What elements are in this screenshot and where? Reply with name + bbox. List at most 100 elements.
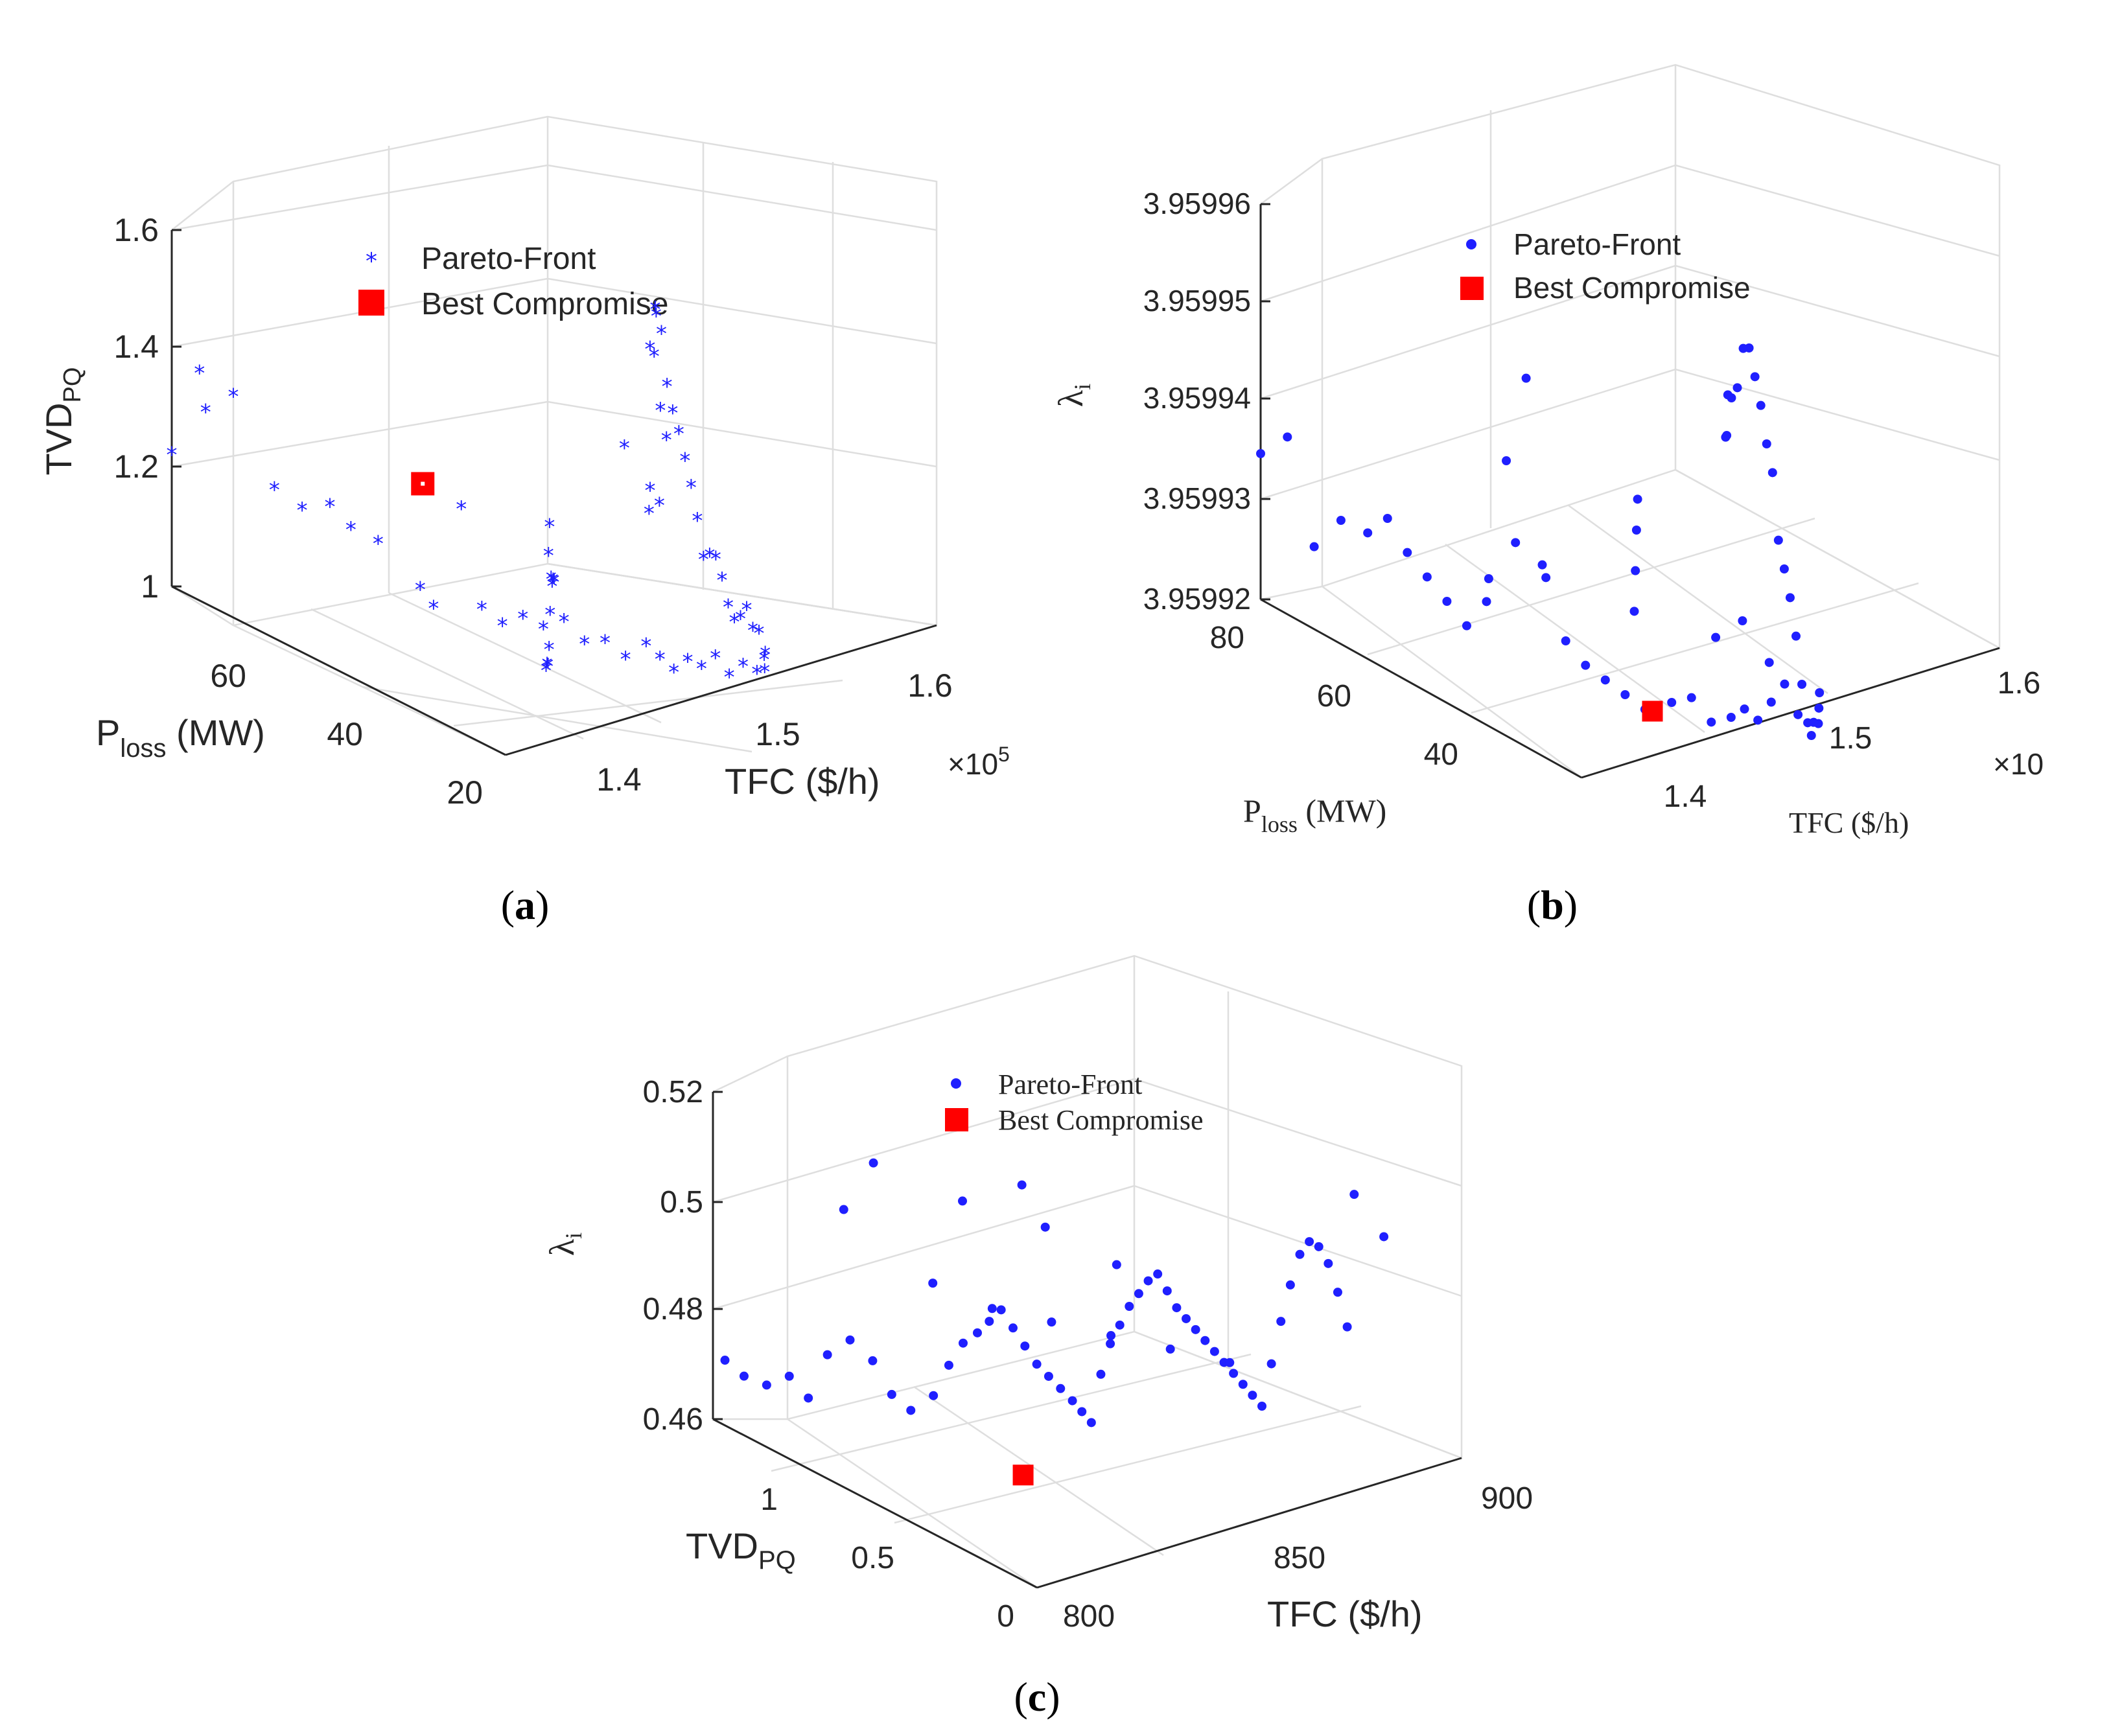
x-axis-label-b: TFC ($/h): [1789, 806, 1909, 839]
z-ticks-b: 3.95992 3.95993 3.95994 3.95995 3.95996: [1143, 187, 1270, 616]
z-tick-label: 3.95994: [1143, 381, 1251, 415]
pareto-point: [1106, 1331, 1116, 1341]
legend-best-marker: [945, 1108, 968, 1131]
pareto-point: [1791, 631, 1801, 641]
panel-label-c: (c): [1014, 1674, 1060, 1720]
z-tick-label: 1.6: [113, 212, 159, 248]
pareto-point: [822, 1350, 832, 1360]
pareto-point: *: [549, 570, 560, 596]
pareto-point: *: [194, 361, 205, 387]
pareto-point: *: [541, 658, 552, 684]
legend-b: Pareto-Front Best Compromise: [1460, 227, 1751, 305]
pareto-point: *: [269, 477, 280, 503]
pareto-point: [1020, 1341, 1030, 1351]
panel-b: 3.95992 3.95993 3.95994 3.95995 3.95996 …: [1051, 64, 2044, 928]
z-tick-label: 1: [141, 568, 159, 605]
pareto-point: *: [710, 547, 721, 573]
z-tick-label: 0.5: [660, 1185, 703, 1220]
pareto-point: [1333, 1288, 1342, 1297]
points-a: ****** ******** * * ** ***** * * ** * ************…: [167, 297, 771, 691]
pareto-point: [784, 1371, 794, 1381]
pareto-point: *: [645, 478, 656, 504]
pareto-point: *: [673, 421, 684, 447]
pareto-point: [1336, 516, 1346, 525]
pareto-point: [1125, 1301, 1134, 1311]
pareto-point: *: [649, 343, 660, 369]
y-tick-label: 0.5: [851, 1541, 894, 1575]
pareto-point: [1017, 1180, 1027, 1190]
pareto-point: [1032, 1360, 1042, 1369]
pareto-point: *: [738, 654, 749, 680]
pareto-point: [996, 1305, 1006, 1315]
pareto-point: *: [579, 632, 590, 658]
pareto-point: [1561, 636, 1570, 645]
z-axis-label-a: TVDPQ: [38, 367, 86, 476]
pareto-point: *: [640, 633, 651, 659]
pareto-point: [869, 1158, 878, 1168]
pareto-point: *: [649, 297, 660, 323]
x-exponent-a: ×105: [948, 743, 1010, 781]
pareto-point: *: [542, 653, 553, 679]
legend-pareto-marker: *: [366, 248, 377, 275]
pareto-point: *: [759, 659, 770, 685]
pareto-point: [1814, 703, 1824, 713]
pareto-point: *: [735, 607, 746, 632]
pareto-point: *: [723, 594, 734, 620]
pareto-point: [973, 1328, 982, 1337]
pareto-point: [1115, 1320, 1125, 1330]
x-tick-label: 1.4: [596, 761, 642, 798]
pareto-point: [1276, 1317, 1286, 1326]
pareto-point: [1815, 688, 1825, 697]
pareto-point: *: [544, 514, 555, 540]
z-tick-label: 3.95996: [1143, 187, 1251, 220]
pareto-point: [845, 1335, 855, 1345]
x-ticks-a: 1.4 1.5 1.6: [596, 667, 953, 798]
pareto-point: [1541, 573, 1551, 583]
pareto-point: *: [754, 621, 765, 647]
pareto-point: [1229, 1369, 1239, 1378]
pareto-point: [1462, 621, 1471, 631]
pareto-point: [1803, 718, 1813, 728]
x-tick-label: 1.6: [1998, 666, 2041, 700]
pareto-point: [1667, 698, 1677, 707]
y-ticks-a: 60 40 20: [210, 658, 483, 811]
pareto-point: [1600, 675, 1610, 685]
pareto-point: [1134, 1289, 1143, 1299]
pareto-point: [1086, 1418, 1096, 1428]
pareto-point: [1056, 1383, 1066, 1393]
pareto-point: *: [544, 637, 555, 663]
pareto-point: *: [228, 384, 239, 410]
legend-pareto-label: Pareto-Front: [1513, 227, 1681, 261]
pareto-point: *: [428, 596, 439, 621]
pareto-point: [1732, 383, 1742, 393]
pareto-point: *: [751, 661, 762, 687]
z-tick-label: 3.95995: [1143, 284, 1251, 318]
pareto-point: *: [373, 531, 384, 557]
pareto-point: [1753, 715, 1763, 725]
pareto-point: [1096, 1369, 1106, 1379]
pareto-point: [1165, 1344, 1175, 1354]
pareto-point: [1314, 1242, 1324, 1251]
grid-a: [170, 115, 938, 756]
pareto-point: *: [716, 568, 727, 594]
pareto-point: [1422, 572, 1432, 582]
pareto-point: *: [696, 656, 707, 682]
panel-c: 0.46 0.48 0.5 0.52 1 0.5 0 800 850 900 λ…: [542, 955, 1533, 1720]
pareto-point: [906, 1406, 916, 1415]
pareto-point: *: [620, 647, 631, 673]
pareto-point: [1256, 449, 1265, 458]
pareto-point: *: [651, 304, 662, 330]
pareto-point: *: [544, 602, 555, 628]
pareto-point: [1521, 373, 1531, 383]
pareto-point: [1324, 1258, 1333, 1268]
y-ticks-b: 80 60 40: [1210, 621, 1458, 772]
z-tick-label: 3.95993: [1143, 481, 1251, 515]
pareto-point: *: [538, 616, 549, 642]
z-tick-label: 3.95992: [1143, 582, 1251, 616]
pareto-point: [1379, 1232, 1389, 1242]
points-c: [720, 1158, 1389, 1486]
x-tick-label: 1.5: [1829, 721, 1872, 756]
pareto-point: [1762, 439, 1771, 448]
pareto-point: [1797, 680, 1807, 689]
z-ticks-a: 1 1.2 1.4 1.6: [113, 212, 181, 605]
